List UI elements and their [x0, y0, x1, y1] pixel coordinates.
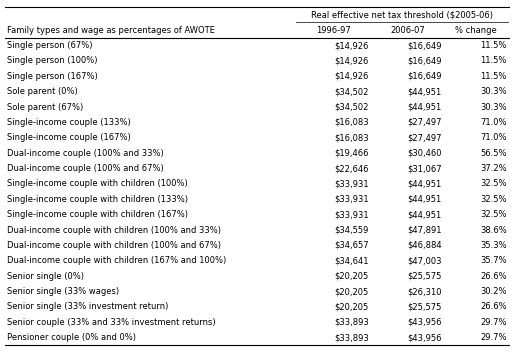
Text: 11.5%: 11.5%: [481, 41, 507, 50]
Text: $44,951: $44,951: [408, 102, 442, 111]
Text: $44,951: $44,951: [408, 179, 442, 188]
Text: 29.7%: 29.7%: [481, 318, 507, 327]
Text: Single person (100%): Single person (100%): [7, 56, 98, 65]
Text: $33,893: $33,893: [334, 318, 369, 327]
Text: 11.5%: 11.5%: [481, 56, 507, 65]
Text: Real effective net tax threshold ($2005-06): Real effective net tax threshold ($2005-…: [311, 10, 493, 19]
Text: $16,649: $16,649: [408, 72, 442, 81]
Text: 37.2%: 37.2%: [480, 164, 507, 173]
Text: Single person (167%): Single person (167%): [7, 72, 98, 81]
Text: 71.0%: 71.0%: [481, 118, 507, 127]
Text: $34,502: $34,502: [335, 87, 369, 96]
Text: Family types and wage as percentages of AWOTE: Family types and wage as percentages of …: [7, 26, 215, 35]
Text: 56.5%: 56.5%: [481, 149, 507, 158]
Text: $14,926: $14,926: [335, 72, 369, 81]
Text: Sole parent (67%): Sole parent (67%): [7, 102, 83, 111]
Text: Senior single (0%): Senior single (0%): [7, 272, 84, 281]
Text: 71.0%: 71.0%: [481, 133, 507, 142]
Text: $16,649: $16,649: [408, 56, 442, 65]
Text: $19,466: $19,466: [334, 149, 369, 158]
Text: $31,067: $31,067: [407, 164, 442, 173]
Text: Dual-income couple (100% and 67%): Dual-income couple (100% and 67%): [7, 164, 164, 173]
Text: Single-income couple with children (167%): Single-income couple with children (167%…: [7, 210, 188, 219]
Text: $34,502: $34,502: [335, 102, 369, 111]
Text: $20,205: $20,205: [335, 272, 369, 281]
Text: 26.6%: 26.6%: [480, 302, 507, 311]
Text: $43,956: $43,956: [408, 333, 442, 342]
Text: $47,003: $47,003: [408, 256, 442, 265]
Text: $33,893: $33,893: [334, 333, 369, 342]
Text: $34,641: $34,641: [334, 256, 369, 265]
Text: Single person (67%): Single person (67%): [7, 41, 93, 50]
Text: Single-income couple (167%): Single-income couple (167%): [7, 133, 131, 142]
Text: $27,497: $27,497: [408, 133, 442, 142]
Text: $16,083: $16,083: [334, 118, 369, 127]
Text: 30.2%: 30.2%: [481, 287, 507, 296]
Text: $33,931: $33,931: [334, 195, 369, 204]
Text: $16,083: $16,083: [334, 133, 369, 142]
Text: Dual-income couple with children (100% and 67%): Dual-income couple with children (100% a…: [7, 241, 221, 250]
Text: 38.6%: 38.6%: [480, 226, 507, 235]
Text: 35.3%: 35.3%: [480, 241, 507, 250]
Text: Single-income couple with children (100%): Single-income couple with children (100%…: [7, 179, 188, 188]
Text: Dual-income couple with children (167% and 100%): Dual-income couple with children (167% a…: [7, 256, 226, 265]
Text: 32.5%: 32.5%: [481, 179, 507, 188]
Text: $44,951: $44,951: [408, 210, 442, 219]
Text: $20,205: $20,205: [335, 302, 369, 311]
Text: Dual-income couple (100% and 33%): Dual-income couple (100% and 33%): [7, 149, 164, 158]
Text: Dual-income couple with children (100% and 33%): Dual-income couple with children (100% a…: [7, 226, 221, 235]
Text: $26,310: $26,310: [408, 287, 442, 296]
Text: $20,205: $20,205: [335, 287, 369, 296]
Text: 2006-07: 2006-07: [391, 26, 425, 35]
Text: $44,951: $44,951: [408, 87, 442, 96]
Text: Senior single (33% investment return): Senior single (33% investment return): [7, 302, 169, 311]
Text: 35.7%: 35.7%: [480, 256, 507, 265]
Text: Sole parent (0%): Sole parent (0%): [7, 87, 78, 96]
Text: $33,931: $33,931: [334, 210, 369, 219]
Text: 29.7%: 29.7%: [481, 333, 507, 342]
Text: 32.5%: 32.5%: [481, 210, 507, 219]
Text: 32.5%: 32.5%: [481, 195, 507, 204]
Text: $33,931: $33,931: [334, 179, 369, 188]
Text: $34,657: $34,657: [334, 241, 369, 250]
Text: $25,575: $25,575: [408, 272, 442, 281]
Text: $25,575: $25,575: [408, 302, 442, 311]
Text: 30.3%: 30.3%: [480, 87, 507, 96]
Text: $34,559: $34,559: [335, 226, 369, 235]
Text: Single-income couple (133%): Single-income couple (133%): [7, 118, 131, 127]
Text: Single-income couple with children (133%): Single-income couple with children (133%…: [7, 195, 188, 204]
Text: $14,926: $14,926: [335, 56, 369, 65]
Text: $22,646: $22,646: [334, 164, 369, 173]
Text: $44,951: $44,951: [408, 195, 442, 204]
Text: $30,460: $30,460: [408, 149, 442, 158]
Text: 30.3%: 30.3%: [480, 102, 507, 111]
Text: % change: % change: [455, 26, 497, 35]
Text: $46,884: $46,884: [407, 241, 442, 250]
Text: $27,497: $27,497: [408, 118, 442, 127]
Text: $43,956: $43,956: [408, 318, 442, 327]
Text: $16,649: $16,649: [408, 41, 442, 50]
Text: $47,891: $47,891: [408, 226, 442, 235]
Text: Senior couple (33% and 33% investment returns): Senior couple (33% and 33% investment re…: [7, 318, 216, 327]
Text: 11.5%: 11.5%: [481, 72, 507, 81]
Text: $14,926: $14,926: [335, 41, 369, 50]
Text: 26.6%: 26.6%: [480, 272, 507, 281]
Text: 1996-97: 1996-97: [316, 26, 351, 35]
Text: Senior single (33% wages): Senior single (33% wages): [7, 287, 119, 296]
Text: Pensioner couple (0% and 0%): Pensioner couple (0% and 0%): [7, 333, 136, 342]
